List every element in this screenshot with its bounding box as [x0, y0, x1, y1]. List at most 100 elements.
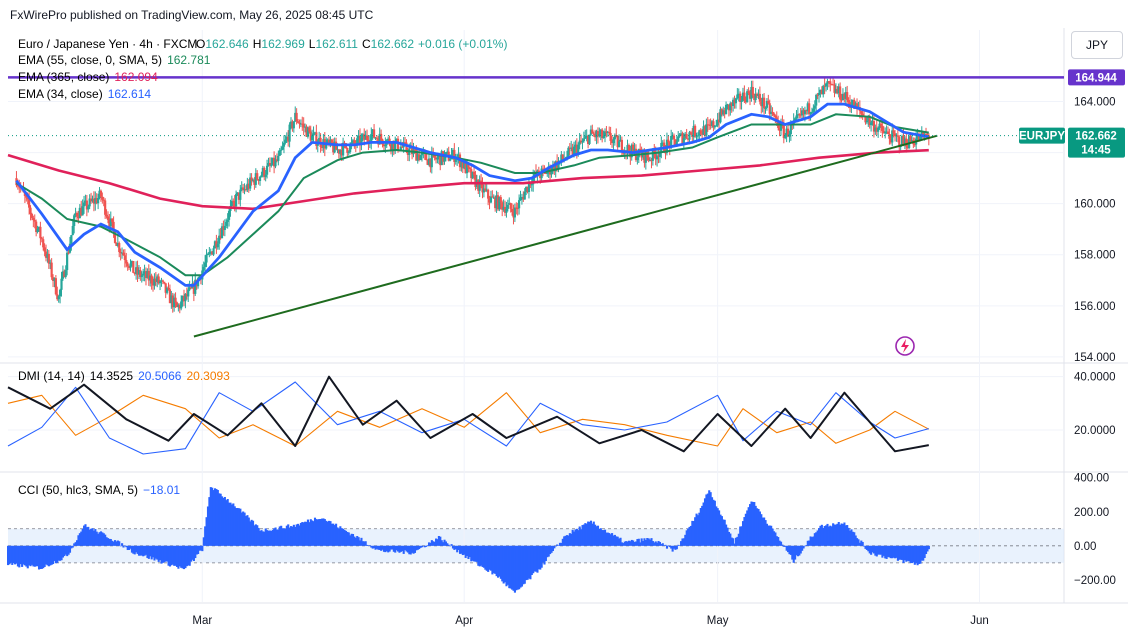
candle-body [594, 134, 597, 138]
candle-body [396, 138, 400, 151]
cci-bar [240, 512, 243, 546]
candle-body [779, 122, 783, 131]
legend-ema365: EMA (365, close) 162.094 [18, 70, 158, 84]
candle-body [736, 94, 739, 99]
currency-button[interactable]: JPY [1071, 31, 1123, 59]
cci-bar [281, 528, 284, 546]
candle-body [342, 142, 345, 156]
candle-body [78, 207, 81, 219]
cci-bar [37, 545, 41, 570]
cci-bar [499, 545, 502, 579]
candle-body [236, 192, 239, 195]
cci-bar [46, 545, 49, 566]
candle-body [315, 132, 318, 146]
cci-bar [150, 545, 153, 560]
candle-body [730, 103, 733, 106]
candle-body [833, 84, 836, 93]
candle-body [372, 129, 376, 138]
candle-body [267, 163, 270, 166]
cci-bar [250, 519, 253, 546]
candle-body [882, 130, 885, 134]
cci-bar [457, 545, 460, 551]
cci-bar [525, 545, 528, 581]
candle-body [541, 168, 545, 170]
candle-body [602, 136, 605, 139]
candle-body [125, 260, 128, 264]
cci-bar [553, 545, 556, 549]
cci-bar [485, 545, 488, 571]
cci-bar [287, 524, 290, 546]
cci-bar [771, 528, 774, 546]
candle-body [133, 272, 136, 274]
cci-bar [75, 540, 79, 546]
candle-body [661, 142, 664, 144]
cci-bar [91, 528, 94, 546]
cci-bar [919, 545, 922, 564]
candle-body [474, 174, 477, 187]
cci-bar [532, 545, 535, 574]
candle-body [477, 179, 480, 191]
cci-bar [78, 533, 81, 546]
cci-bar [498, 545, 501, 577]
cci-bar [230, 504, 233, 546]
cci-bar [868, 545, 871, 554]
cci-bar [373, 545, 376, 549]
candle-body [775, 117, 778, 120]
cci-bar [782, 545, 785, 547]
cci-bar [26, 545, 29, 569]
candle-body [166, 287, 169, 293]
cci-bar [899, 545, 902, 560]
cci-bar [554, 545, 557, 547]
candle-body [743, 92, 746, 101]
cci-bar [923, 545, 926, 559]
candle-body [144, 271, 148, 279]
ohlc-value: 162.611 [315, 37, 358, 51]
cci-bar [660, 544, 663, 546]
cci-bar [613, 534, 616, 546]
cci-bar [290, 526, 293, 546]
cci-bar [796, 545, 799, 557]
candle-body [550, 171, 553, 175]
cci-bar [701, 505, 704, 546]
candle-body [340, 150, 343, 156]
candle-body [472, 171, 476, 175]
cci-bar [484, 545, 487, 570]
cci-bar [720, 516, 723, 546]
cci-bar [657, 541, 660, 546]
cci-bar [464, 545, 467, 558]
cci-bar [856, 538, 859, 546]
candle-body [682, 138, 685, 144]
cci-bar [460, 545, 463, 554]
candle-body [35, 221, 38, 232]
candle-body [57, 296, 60, 300]
candle-body [532, 176, 535, 185]
candle-body [247, 183, 250, 189]
cci-tick-label: 400.00 [1074, 473, 1109, 485]
candle-body [533, 171, 536, 177]
cci-bar [99, 531, 103, 546]
cci-bar [139, 545, 142, 556]
cci-bar [598, 528, 601, 546]
candle-body [51, 277, 55, 281]
candle-body [46, 253, 49, 258]
cci-bar [634, 541, 638, 546]
candle-body [686, 138, 690, 140]
candle-body [879, 123, 883, 126]
cci-bar [543, 545, 546, 565]
support-trendline[interactable] [193, 134, 938, 338]
cci-bar [609, 534, 612, 546]
cci-bar [328, 520, 331, 546]
candle-body [526, 186, 529, 193]
flash-icon[interactable] [895, 336, 915, 356]
candle-body [143, 271, 146, 274]
cci-bar [649, 539, 652, 546]
cci-bar [60, 545, 63, 561]
candle-body [268, 163, 271, 166]
candle-body [620, 139, 623, 153]
cci-bar [875, 545, 878, 557]
cci-bar [68, 545, 72, 553]
cci-bar [270, 530, 273, 546]
cci-bar [488, 545, 491, 570]
cci-bar [681, 538, 684, 546]
